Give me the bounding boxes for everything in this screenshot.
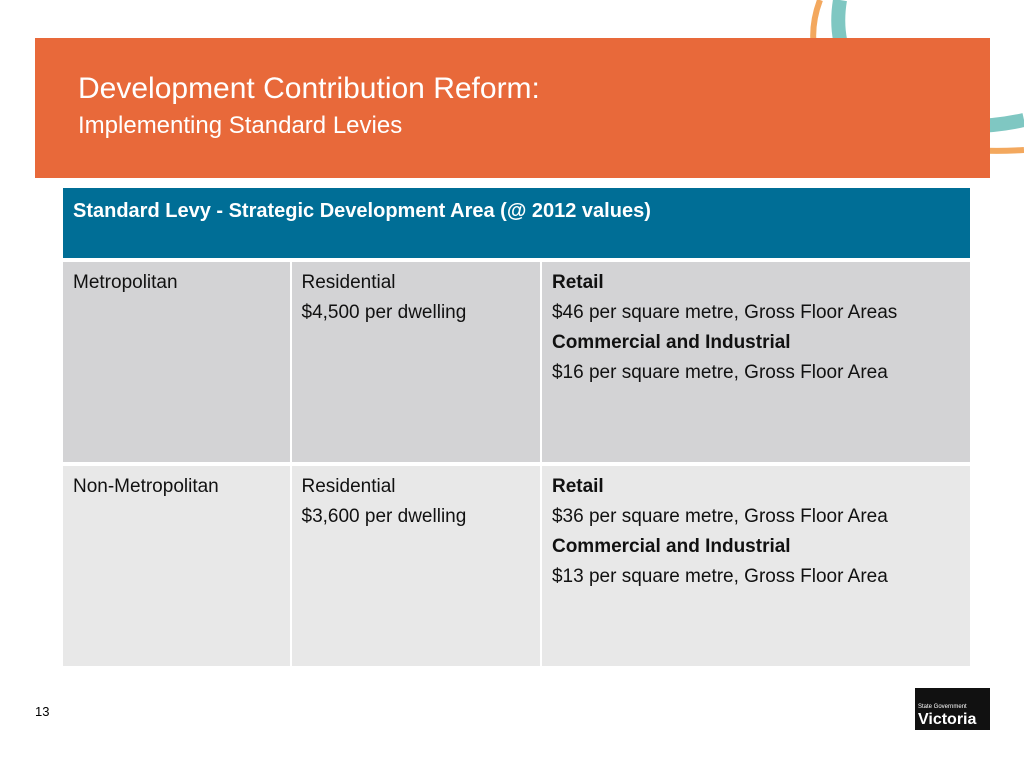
levy-label-line: Retail	[552, 472, 960, 502]
levy-label-line: Retail	[552, 268, 960, 298]
region-cell: Non-Metropolitan	[63, 466, 290, 666]
region-cell: Metropolitan	[63, 262, 290, 462]
levy-label: Commercial and Industrial	[551, 536, 791, 557]
levy-amount: $36 per square metre, Gross Floor Area	[551, 506, 888, 527]
table-row: Non-Metropolitan Residential $3,600 per dw…	[63, 466, 970, 666]
levy-amount: $4,500 per dwelling	[301, 302, 467, 323]
page-number: 13	[35, 704, 50, 719]
levy-label-line: Commercial and Industrial	[552, 532, 960, 562]
levy-amount: $16 per square metre, Gross Floor Area	[551, 362, 888, 383]
non-residential-cell: Retail $36 per square metre, Gross Floor …	[541, 466, 970, 666]
logo-line: State Government	[918, 704, 967, 710]
levy-amount: $13 per square metre, Gross Floor Area	[551, 566, 888, 587]
logo: State Government Victoria	[915, 688, 990, 730]
title-banner	[35, 38, 990, 178]
logo-line: Victoria	[918, 711, 977, 728]
levy-label: Commercial and Industrial	[551, 332, 791, 353]
levy-label: Retail	[551, 476, 604, 497]
subtitle: Implementing Standard Levies	[78, 112, 403, 139]
table-header: Standard Levy - Strategic Development Ar…	[63, 188, 970, 258]
levy-label: Residential	[301, 476, 396, 497]
title: Development Contribution Reform:	[78, 72, 540, 105]
levy-label: Residential	[301, 272, 396, 293]
levy-amount: $46 per square metre, Gross Floor Areas	[551, 302, 898, 323]
non-residential-cell: Retail $46 per square metre, Gross Floor …	[541, 262, 970, 462]
table-row: Metropolitan Residential $4,500 per dwelli…	[63, 262, 970, 462]
levy-amount: $3,600 per dwelling	[301, 506, 467, 527]
residential-cell: Residential $3,600 per dwelling	[291, 466, 540, 666]
residential-cell: Residential $4,500 per dwelling	[291, 262, 540, 462]
levy-label: Retail	[551, 272, 604, 293]
table: Standard Levy - Strategic Development Ar…	[63, 188, 970, 666]
levy-label-line: Commercial and Industrial	[552, 328, 960, 358]
